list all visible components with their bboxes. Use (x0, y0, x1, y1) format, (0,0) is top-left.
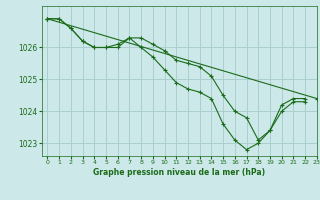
X-axis label: Graphe pression niveau de la mer (hPa): Graphe pression niveau de la mer (hPa) (93, 168, 265, 177)
